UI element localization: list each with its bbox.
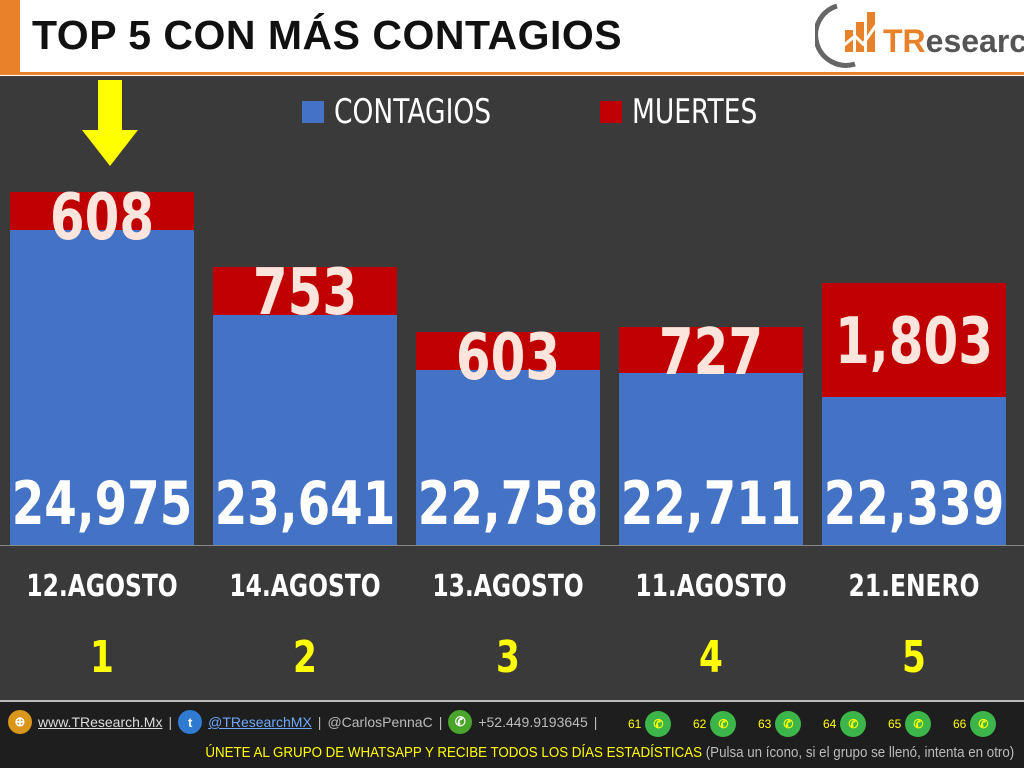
legend-label: MUERTES (632, 92, 758, 132)
bar-muertes (822, 282, 1006, 397)
highlight-arrow-icon (82, 80, 138, 166)
phone-text: +52.449.9193645 (478, 714, 588, 730)
header-divider (0, 72, 1024, 76)
label-contagios: 22,339 (823, 469, 1005, 539)
whatsapp-icon: ✆ (775, 711, 802, 737)
bar-contagios (619, 373, 803, 545)
label-muertes: 603 (455, 321, 561, 396)
rank-label: 4 (699, 632, 723, 683)
whatsapp-group-button[interactable]: 63 ✆ (758, 711, 802, 737)
whatsapp-icon: ✆ (710, 711, 737, 737)
label-contagios: 22,758 (417, 469, 599, 539)
group-number: 64 (823, 717, 837, 731)
bar-contagios (416, 370, 600, 545)
group-number: 66 (953, 717, 967, 731)
rank-label: 3 (496, 632, 520, 683)
group-number: 65 (888, 717, 902, 731)
bar-contagios (213, 314, 397, 545)
header-accent (0, 0, 20, 72)
bar-muertes (10, 191, 194, 231)
phone-icon: ✆ (448, 710, 473, 734)
x-tick-label: 13.AGOSTO (432, 569, 584, 604)
page-title: TOP 5 CON MÁS CONTAGIOS (32, 12, 623, 58)
cta-text: ÚNETE AL GRUPO DE WHATSAPP Y RECIBE TODO… (205, 745, 702, 761)
group-number: 61 (628, 717, 642, 731)
twitter-link[interactable]: @TResearchMX (208, 714, 312, 730)
bar-muertes (619, 327, 803, 374)
label-contagios: 22,711 (620, 469, 802, 539)
footer: ⊕ www.TResearch.Mx | t @TResearchMX | @Car… (0, 700, 1024, 768)
whatsapp-group-button[interactable]: 61 ✆ (628, 711, 672, 737)
rank-label: 2 (293, 632, 317, 683)
label-contagios: 23,641 (214, 469, 396, 539)
header: TOP 5 CON MÁS CONTAGIOS TResearch (0, 0, 1024, 72)
website-link[interactable]: www.TResearch.Mx (38, 714, 163, 730)
x-tick-label: 11.AGOSTO (635, 569, 787, 604)
tresearch-logo: TResearch (815, 3, 1024, 68)
whatsapp-icon: ✆ (645, 711, 672, 737)
whatsapp-group-button[interactable]: 64 ✆ (823, 711, 867, 737)
legend-swatch (600, 101, 622, 123)
x-tick-label: 14.AGOSTO (229, 569, 381, 604)
whatsapp-group-button[interactable]: 62 ✆ (693, 711, 737, 737)
x-tick-label: 21.ENERO (848, 569, 980, 604)
label-muertes: 727 (658, 316, 764, 391)
label-muertes: 1,803 (835, 304, 993, 379)
rank-label: 1 (90, 632, 114, 683)
bar-contagios (822, 396, 1006, 545)
globe-icon: ⊕ (8, 710, 32, 734)
group-number: 63 (758, 717, 772, 731)
whatsapp-icon: ✆ (970, 711, 997, 737)
whatsapp-icon: ✆ (840, 711, 867, 737)
bar-muertes (213, 266, 397, 315)
svg-text:TResearch: TResearch (883, 23, 1024, 59)
legend-muertes: MUERTES (600, 92, 793, 132)
label-muertes: 753 (252, 255, 358, 330)
bar-contagios (10, 230, 194, 545)
group-number: 62 (693, 717, 707, 731)
x-tick-label: 12.AGOSTO (26, 569, 178, 604)
bar-muertes (416, 332, 600, 371)
label-muertes: 608 (49, 180, 155, 255)
handle-text: @CarlosPennaC (327, 714, 433, 730)
twitter-icon: t (178, 710, 203, 734)
cta-note: (Pulsa un ícono, si el grupo se llenó, i… (705, 745, 1014, 761)
legend-swatch (302, 101, 324, 123)
x-axis-line (0, 545, 1024, 546)
legend-contagios: CONTAGIOS (302, 92, 535, 132)
whatsapp-group-button[interactable]: 66 ✆ (953, 711, 997, 737)
label-contagios: 24,975 (11, 469, 193, 539)
whatsapp-group-button[interactable]: 65 ✆ (888, 711, 932, 737)
rank-label: 5 (902, 632, 926, 683)
legend-label: CONTAGIOS (334, 92, 492, 132)
whatsapp-icon: ✆ (905, 711, 932, 737)
